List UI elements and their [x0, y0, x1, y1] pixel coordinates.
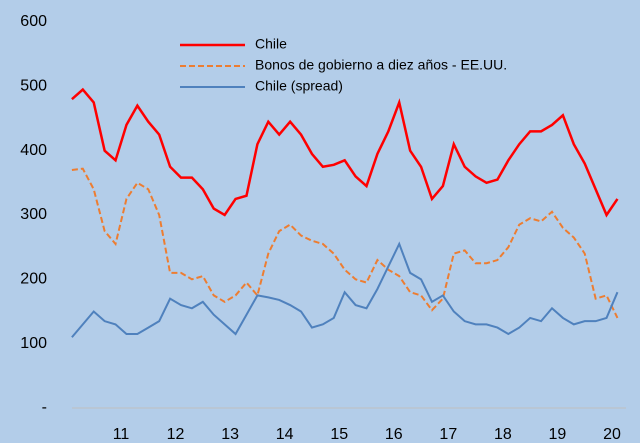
x-tick-label: 16	[385, 426, 403, 443]
y-tick-label: 100	[20, 335, 47, 352]
series-line	[71, 87, 619, 218]
y-tick-label: 200	[20, 271, 47, 288]
legend-label: Bonos de gobierno a diez años - EE.UU.	[255, 57, 507, 73]
legend-label: Chile	[255, 36, 287, 52]
x-tick-label: 18	[494, 426, 512, 443]
series-line	[71, 167, 619, 319]
x-tick-label: 15	[330, 426, 348, 443]
x-tick-label: 19	[549, 426, 567, 443]
x-tick-label: 13	[221, 426, 239, 443]
x-tick-label: 14	[276, 426, 294, 443]
y-tick-label: 600	[20, 13, 47, 30]
x-tick-label: 12	[167, 426, 185, 443]
y-tick-label: -	[42, 399, 47, 416]
x-tick-label: 17	[439, 426, 457, 443]
x-tick-label: 11	[113, 426, 130, 443]
series-line	[71, 241, 619, 338]
legend-label: Chile (spread)	[255, 78, 343, 94]
x-tick-label: 20	[603, 426, 621, 443]
y-tick-label: 300	[20, 206, 47, 223]
y-tick-label: 400	[20, 142, 47, 159]
y-tick-label: 500	[20, 78, 47, 95]
